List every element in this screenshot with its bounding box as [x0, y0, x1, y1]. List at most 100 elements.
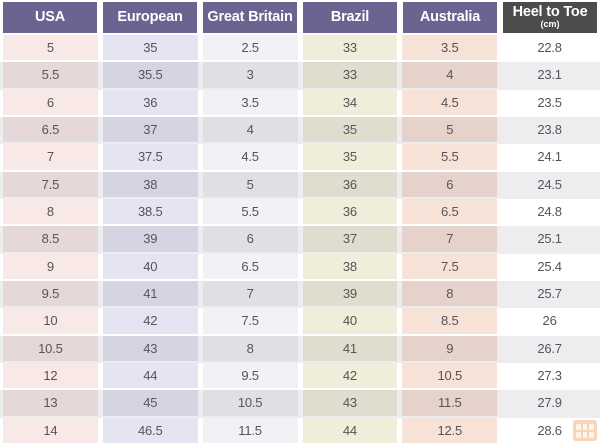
table-cell: 27.3 — [502, 362, 597, 389]
table-cell: 33 — [302, 35, 398, 61]
table-cell: 43 — [102, 335, 198, 361]
table-cell: 46.5 — [102, 417, 198, 443]
table-row: 6 36 3.5 34 4.5 23.5 — [0, 89, 600, 117]
table-cell: 4.5 — [402, 89, 498, 115]
table-cell: 37 — [102, 116, 198, 143]
table-cell: 23.1 — [502, 62, 597, 88]
table-cell: 7.5 — [3, 171, 98, 197]
table-row: 9.5 41 7 39 8 25.7 — [0, 280, 600, 309]
table-cell: 10.5 — [202, 390, 298, 416]
table-cell: 27.9 — [502, 390, 597, 416]
column-header-label: Australia — [419, 8, 481, 25]
table-cell: 39 — [302, 280, 398, 307]
table-cell: 8.5 — [3, 226, 98, 252]
table-cell: 40 — [102, 253, 198, 279]
table-cell: 5.5 — [3, 62, 98, 88]
table-cell: 36 — [302, 198, 398, 225]
table-cell: 24.1 — [502, 144, 597, 170]
table-cell: 3.5 — [402, 35, 498, 61]
table-cell: 14 — [3, 417, 98, 443]
table-cell: 6.5 — [402, 198, 498, 225]
table-cell: 12.5 — [402, 417, 498, 443]
table-row: 10 42 7.5 40 8.5 26 — [0, 308, 600, 335]
table-cell: 37.5 — [102, 144, 198, 170]
table-cell: 5 — [402, 116, 498, 143]
table-cell: 6 — [202, 226, 298, 252]
table-cell: 8 — [3, 198, 98, 225]
table-cell: 34 — [302, 89, 398, 115]
table-cell: 13 — [3, 390, 98, 416]
table-cell: 8.5 — [402, 308, 498, 334]
table-cell: 11.5 — [202, 417, 298, 443]
column-header-label: USA — [34, 8, 65, 25]
table-row: 5.5 35.5 3 33 4 23.1 — [0, 62, 600, 90]
table-cell: 6.5 — [3, 116, 98, 143]
table-cell: 23.5 — [502, 89, 597, 115]
table-cell: 35 — [302, 144, 398, 170]
table-row: 8.5 39 6 37 7 25.1 — [0, 226, 600, 254]
table-cell: 44 — [102, 362, 198, 389]
table-cell: 26 — [502, 308, 597, 334]
column-header-unit-label: (cm) — [540, 19, 560, 30]
table-cell: 9 — [402, 335, 498, 361]
table-cell: 8 — [402, 280, 498, 307]
column-header-label: European — [117, 8, 183, 25]
table-cell: 7 — [3, 144, 98, 170]
table-cell: 38 — [302, 253, 398, 279]
column-header-heel-to-toe: Heel to Toe (cm) — [503, 2, 597, 33]
table-cell: 9.5 — [3, 280, 98, 307]
table-cell: 7 — [202, 280, 298, 307]
table-cell: 22.8 — [502, 35, 597, 61]
table-cell: 37 — [302, 226, 398, 252]
table-row: 8 38.5 5.5 36 6.5 24.8 — [0, 198, 600, 226]
table-cell: 42 — [302, 362, 398, 389]
table-row: 7 37.5 4.5 35 5.5 24.1 — [0, 144, 600, 171]
table-cell: 25.1 — [502, 226, 597, 252]
table-cell: 43 — [302, 390, 398, 416]
table-cell: 40 — [302, 308, 398, 334]
table-row: 5 35 2.5 33 3.5 22.8 — [0, 35, 600, 62]
table-cell: 8 — [202, 335, 298, 361]
table-header-row: USA European Great Britain Brazil Austra… — [0, 0, 600, 33]
table-cell: 41 — [302, 335, 398, 361]
table-cell: 7 — [402, 226, 498, 252]
column-header-european: European — [103, 2, 197, 33]
table-row: 13 45 10.5 43 11.5 27.9 — [0, 390, 600, 418]
table-cell: 3 — [202, 62, 298, 88]
table-cell: 36 — [102, 89, 198, 115]
table-body: 5 35 2.5 33 3.5 22.8 5.5 35.5 3 33 4 23.1 6 36 3.5 34 4.… — [0, 35, 600, 445]
table-cell: 45 — [102, 390, 198, 416]
column-header-great-britain: Great Britain — [203, 2, 297, 33]
column-header-brazil: Brazil — [303, 2, 397, 33]
table-cell: 11.5 — [402, 390, 498, 416]
table-cell: 39 — [102, 226, 198, 252]
column-header-label: Great Britain — [207, 8, 293, 25]
table-cell: 6 — [402, 171, 498, 197]
table-cell: 5 — [3, 35, 98, 61]
column-header-label: Heel to Toe — [512, 4, 588, 21]
table-cell: 35 — [102, 35, 198, 61]
table-row: 14 46.5 11.5 44 12.5 28.6 — [0, 417, 600, 445]
table-cell: 9 — [3, 253, 98, 279]
column-header-australia: Australia — [403, 2, 497, 33]
table-cell: 10.5 — [402, 362, 498, 389]
table-cell: 23.8 — [502, 116, 597, 143]
table-cell: 4 — [402, 62, 498, 88]
table-row: 9 40 6.5 38 7.5 25.4 — [0, 253, 600, 281]
table-cell: 38 — [102, 171, 198, 197]
table-cell: 4 — [202, 116, 298, 143]
table-cell: 9.5 — [202, 362, 298, 389]
table-cell: 35.5 — [102, 62, 198, 88]
table-cell: 10.5 — [3, 335, 98, 361]
table-cell: 36 — [302, 171, 398, 197]
table-row: 12 44 9.5 42 10.5 27.3 — [0, 362, 600, 390]
table-cell: 6 — [3, 89, 98, 115]
table-row: 7.5 38 5 36 6 24.5 — [0, 171, 600, 200]
table-cell: 28.6 — [502, 417, 597, 443]
table-cell: 35 — [302, 116, 398, 143]
table-cell: 10 — [3, 308, 98, 334]
table-cell: 7.5 — [202, 308, 298, 334]
table-cell: 41 — [102, 280, 198, 307]
table-cell: 33 — [302, 62, 398, 88]
